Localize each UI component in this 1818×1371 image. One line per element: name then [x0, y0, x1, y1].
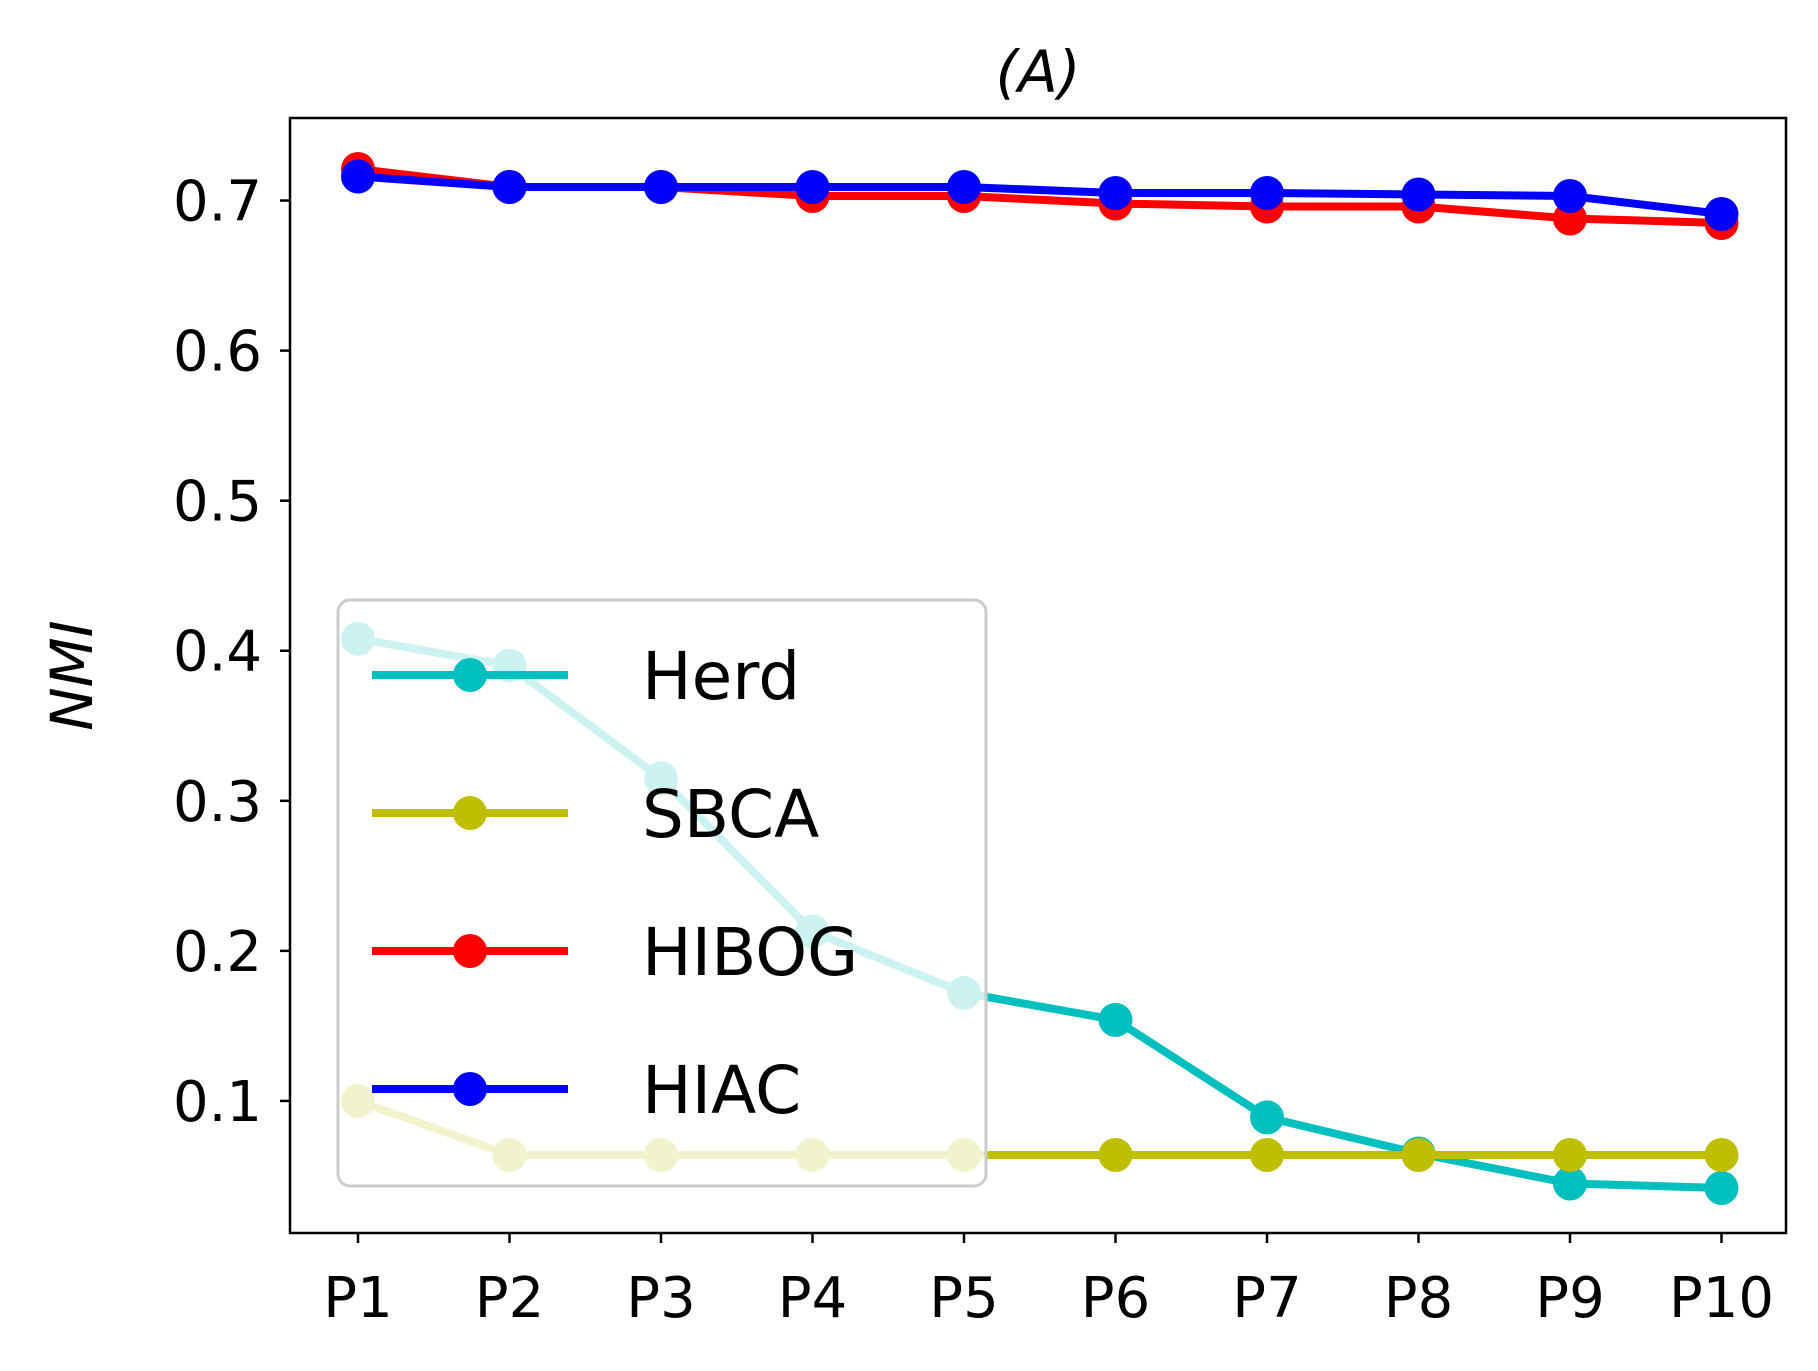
data-point-hiac-p3 [644, 170, 678, 204]
series-hiac [341, 159, 1739, 231]
data-point-hiac-p10 [1704, 197, 1739, 231]
data-point-sbca-p10 [1704, 1138, 1739, 1172]
legend-label-hiac: HIAC [642, 1052, 801, 1129]
chart-title: (A) [996, 38, 1081, 106]
legend-swatch-marker-herd [453, 658, 487, 692]
legend-frame [336, 598, 988, 1188]
legend-entry-sbca: SBCA [372, 776, 819, 853]
data-point-hiac-p7 [1250, 176, 1284, 210]
data-point-hiac-p4 [795, 170, 830, 204]
y-tick-label-0.6: 0.6 [173, 320, 262, 385]
data-point-hiac-p8 [1401, 177, 1436, 212]
x-tick-label-p1: P1 [323, 1266, 392, 1331]
data-point-hiac-p2 [492, 170, 527, 204]
legend-entry-hibog: HIBOG [372, 914, 858, 991]
data-point-sbca-p7 [1250, 1138, 1284, 1172]
data-point-hiac-p6 [1098, 176, 1133, 210]
axes: 0.1 0.2 0.3 0.4 0.5 0.6 0.7 P1 P2 P3 P4 P5 P6 P7 P8 P9 P… [38, 38, 1788, 1331]
y-tick-label-0.2: 0.2 [173, 920, 262, 985]
x-tick-label-p6: P6 [1081, 1266, 1150, 1331]
legend-entry-herd: Herd [372, 638, 800, 715]
axes-frame [288, 116, 1788, 1235]
data-point-herd-p7 [1250, 1100, 1284, 1135]
legend-label-herd: Herd [642, 638, 800, 715]
x-tick-label-p5: P5 [929, 1266, 998, 1331]
y-tick-label-0.1: 0.1 [173, 1070, 262, 1135]
y-tick-label-0.5: 0.5 [173, 470, 262, 535]
data-point-sbca-p8 [1401, 1138, 1436, 1172]
data-point-hiac-p5 [947, 170, 981, 204]
x-tick-label-p4: P4 [778, 1266, 847, 1331]
x-tick-label-p2: P2 [475, 1266, 544, 1331]
y-tick-label-0.4: 0.4 [173, 620, 262, 685]
data-point-sbca-p9 [1553, 1138, 1587, 1172]
legend-entry-hiac: HIAC [372, 1052, 801, 1129]
x-tick-label-p10: P10 [1669, 1266, 1774, 1331]
x-tick-label-p7: P7 [1232, 1266, 1301, 1331]
legend-swatch-marker-sbca [453, 796, 487, 830]
data-point-hiac-p9 [1553, 179, 1587, 213]
data-point-sbca-p6 [1098, 1138, 1133, 1172]
data-point-hiac-p1 [341, 159, 375, 194]
x-tick-label-p8: P8 [1384, 1266, 1453, 1331]
legend-label-sbca: SBCA [642, 776, 819, 853]
legend-swatch-marker-hiac [453, 1072, 487, 1106]
legend-label-hibog: HIBOG [642, 914, 858, 991]
y-tick-label-0.3: 0.3 [173, 770, 262, 835]
series-line-hiac [354, 172, 1726, 218]
legend: Herd SBCA HIBOG HIAC [336, 598, 988, 1188]
data-point-herd-p10 [1704, 1171, 1739, 1205]
x-tick-label-p3: P3 [626, 1266, 695, 1331]
x-tick-label-p9: P9 [1535, 1266, 1604, 1331]
legend-swatch-marker-hibog [453, 934, 487, 968]
y-axis-label: NMI [38, 620, 106, 731]
y-tick-label-0.7: 0.7 [173, 170, 262, 235]
data-point-herd-p6 [1098, 1002, 1133, 1037]
data-point-herd-p9 [1553, 1166, 1587, 1201]
